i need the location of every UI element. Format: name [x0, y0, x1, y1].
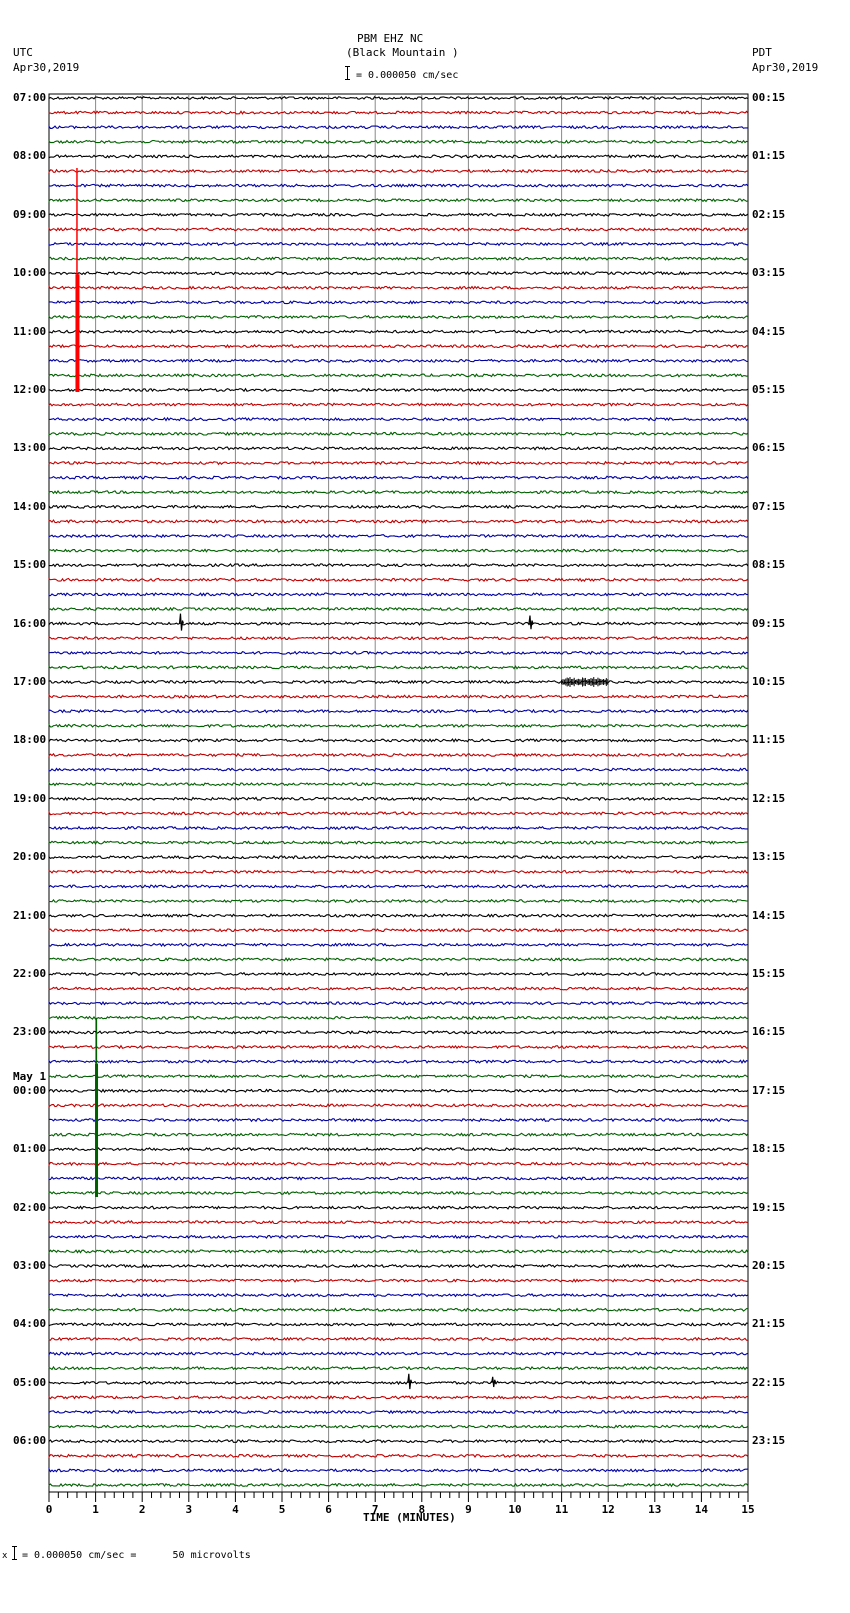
hour-label-right: 04:15	[752, 324, 786, 338]
x-tick-label: 4	[232, 1503, 239, 1516]
hour-label-left: 16:00	[13, 616, 47, 630]
hour-label-right: 18:15	[752, 1142, 786, 1156]
hour-label-right: 08:15	[752, 558, 786, 572]
hour-label-left-date: May 1	[13, 1069, 47, 1083]
hour-label-left: 06:00	[13, 1434, 47, 1448]
hour-label-right: 21:15	[752, 1317, 786, 1331]
hour-label-left: 21:00	[13, 908, 47, 922]
hour-label-left: 10:00	[13, 266, 47, 280]
footer-scale-bar-icon	[12, 1546, 17, 1560]
x-tick-label: 8	[418, 1503, 426, 1516]
hour-label-left: 14:00	[13, 499, 47, 513]
x-tick-label: 10	[508, 1503, 522, 1516]
hour-label-right: 07:15	[752, 499, 786, 513]
hour-label-right: 06:15	[752, 441, 786, 455]
hour-label-left: 02:00	[13, 1200, 47, 1214]
x-tick-label: 0	[45, 1503, 53, 1516]
hour-label-left: 18:00	[13, 733, 47, 747]
hour-label-left: 01:00	[13, 1142, 47, 1156]
station-location: (Black Mountain )	[346, 46, 459, 59]
left-date: Apr30,2019	[13, 61, 80, 74]
x-tick-label: 6	[325, 1503, 332, 1516]
hour-label-right: 09:15	[752, 616, 786, 630]
hour-label-left: 11:00	[13, 324, 47, 338]
hour-label-right: 22:15	[752, 1375, 786, 1389]
x-tick-label: 7	[371, 1503, 379, 1516]
hour-label-left: 12:00	[13, 383, 47, 396]
hour-label-right: 15:15	[752, 967, 786, 980]
hour-label-left: 07:00	[13, 91, 47, 104]
scale-text: = 0.000050 cm/sec	[356, 70, 459, 81]
hour-label-right: 16:15	[752, 1025, 786, 1039]
hour-label-right: 00:15	[752, 91, 786, 104]
x-tick-label: 15	[741, 1503, 755, 1516]
x-tick-label: 14	[694, 1503, 709, 1516]
x-tick-label: 1	[92, 1503, 99, 1516]
hour-label-left: 05:00	[13, 1375, 47, 1389]
x-tick-label: 11	[554, 1503, 569, 1516]
hour-label-right: 03:15	[752, 266, 786, 280]
hour-label-left: 08:00	[13, 149, 47, 163]
hour-label-right: 10:15	[752, 675, 786, 688]
right-date: Apr30,2019	[752, 61, 819, 74]
hour-label-left: 03:00	[13, 1259, 47, 1272]
station-title: PBM EHZ NC	[357, 32, 424, 45]
hour-label-left: 04:00	[13, 1317, 47, 1331]
x-axis-label: TIME (MINUTES)	[363, 1511, 456, 1524]
x-tick-label: 13	[648, 1503, 662, 1516]
hour-label-right: 14:15	[752, 908, 786, 922]
footer-scale-text: = 0.000050 cm/sec = 50 microvolts	[22, 1550, 251, 1561]
x-tick-label: 2	[138, 1503, 146, 1516]
hour-label-right: 17:15	[752, 1083, 786, 1097]
hour-label-right: 02:15	[752, 207, 786, 221]
x-tick-label: 12	[601, 1503, 615, 1516]
left-timezone: UTC	[13, 46, 33, 59]
scale-bar-icon	[345, 66, 350, 80]
hour-label-left: 22:00	[13, 967, 47, 980]
x-tick-label: 9	[465, 1503, 472, 1516]
hour-label-right: 19:15	[752, 1200, 786, 1214]
hour-label-left: 19:00	[13, 791, 47, 805]
hour-label-left: 00:00	[13, 1083, 47, 1097]
x-tick-label: 3	[185, 1503, 193, 1516]
hour-label-right: 01:15	[752, 149, 786, 163]
hour-label-left: 09:00	[13, 207, 47, 221]
hour-label-right: 12:15	[752, 791, 786, 805]
hour-label-right: 23:15	[752, 1434, 786, 1448]
hour-label-left: 23:00	[13, 1025, 47, 1039]
hour-label-left: 20:00	[13, 850, 47, 864]
footer-scale-prefix: x	[2, 1551, 8, 1561]
x-tick-label: 5	[278, 1503, 286, 1516]
hour-label-left: 17:00	[13, 675, 47, 688]
hour-label-left: 13:00	[13, 441, 47, 455]
hour-label-right: 05:15	[752, 383, 786, 396]
hour-label-right: 13:15	[752, 850, 786, 864]
hour-label-right: 11:15	[752, 733, 786, 747]
hour-label-left: 15:00	[13, 558, 47, 572]
right-timezone: PDT	[752, 46, 772, 59]
hour-label-right: 20:15	[752, 1259, 786, 1272]
